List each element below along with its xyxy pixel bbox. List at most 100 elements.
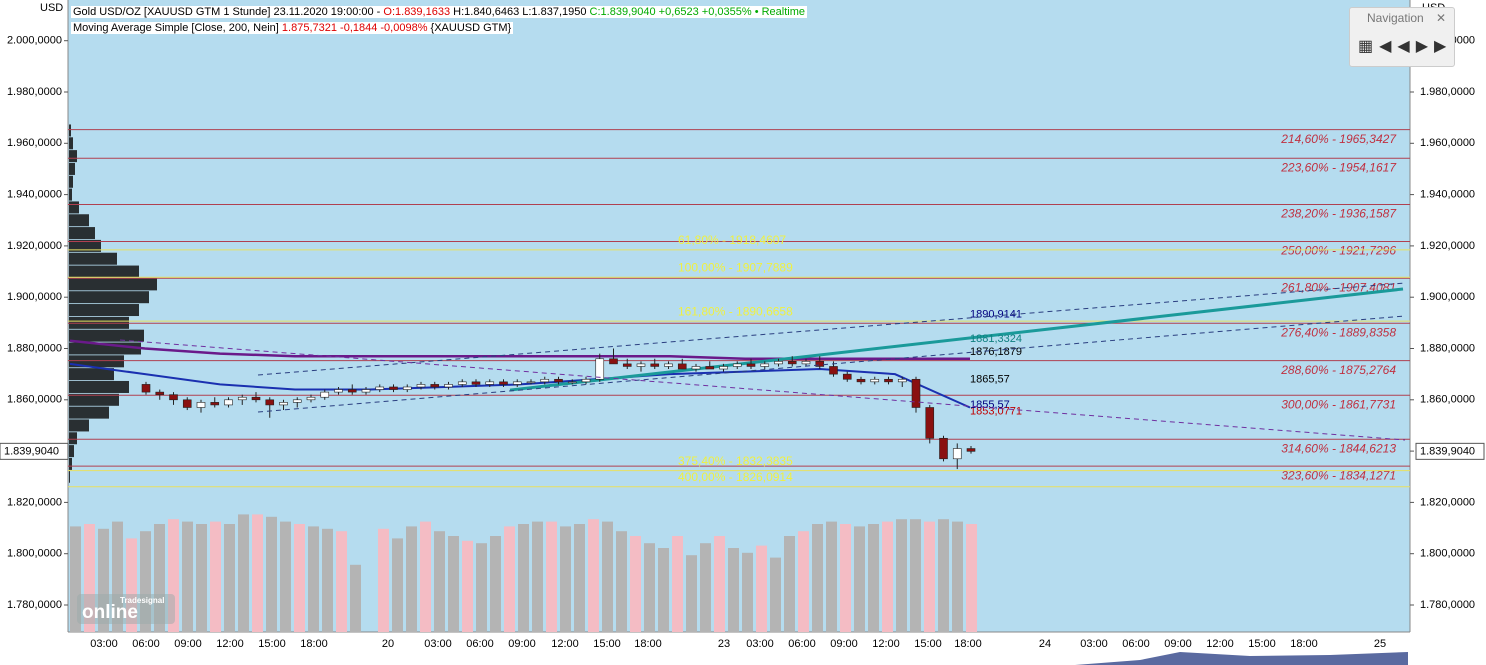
x-tick-label: 23 bbox=[718, 638, 730, 650]
header-realtime: • Realtime bbox=[754, 6, 806, 18]
logo-text: online bbox=[82, 602, 138, 623]
x-tick-label: 12:00 bbox=[1206, 638, 1234, 650]
candle-body bbox=[292, 399, 302, 403]
volume-bar bbox=[630, 536, 641, 632]
candle-body bbox=[636, 363, 646, 367]
indicator-value: 1.875,7321 -0,1844 -0,0098% bbox=[281, 22, 428, 34]
candle-body bbox=[389, 386, 398, 390]
ma-label: 1890,9141 bbox=[970, 308, 1022, 320]
ma-label: 1865,57 bbox=[970, 373, 1010, 385]
candle-body bbox=[787, 361, 797, 365]
channel-line bbox=[257, 282, 1406, 376]
profile-bar bbox=[69, 239, 101, 252]
price-label: 1.839,9040 bbox=[4, 445, 59, 457]
y-tick-label: 1.800,0000 bbox=[7, 548, 62, 560]
candle-body bbox=[526, 381, 536, 384]
candle-body bbox=[375, 386, 385, 390]
y-tick-label: 1.780,0000 bbox=[1420, 599, 1475, 611]
volume-bar bbox=[238, 514, 249, 632]
y-tick-label: 1.920,0000 bbox=[1420, 240, 1475, 252]
volume-bar bbox=[896, 519, 907, 632]
volume-bar bbox=[336, 531, 347, 632]
volume-bar bbox=[168, 519, 179, 632]
logo-small: Tradesignal bbox=[120, 596, 164, 605]
volume-bar bbox=[434, 531, 445, 632]
x-tick-label: 24 bbox=[1039, 638, 1051, 650]
volume-bar bbox=[70, 526, 81, 632]
x-tick-label: 09:00 bbox=[1164, 638, 1192, 650]
fib-label: 250,00% - 1921,7296 bbox=[1280, 244, 1396, 258]
volume-bar bbox=[406, 526, 417, 632]
profile-bar bbox=[69, 175, 73, 188]
y-tick-label: 1.860,0000 bbox=[7, 394, 62, 406]
profile-bar bbox=[69, 368, 114, 381]
volume-bar bbox=[532, 521, 543, 632]
x-tick-label: 06:00 bbox=[466, 638, 494, 650]
volume-bar bbox=[644, 543, 655, 632]
volume-bar bbox=[280, 521, 291, 632]
x-tick-label: 03:00 bbox=[90, 638, 118, 650]
nav-buttons[interactable]: ▦◀◀▶▶ bbox=[1358, 38, 1453, 55]
candle-body bbox=[705, 366, 715, 370]
header-close: C:1.839,9040 +0,6523 +0,0355% bbox=[589, 6, 752, 18]
candle-body bbox=[801, 361, 811, 365]
volume-bar bbox=[154, 524, 165, 632]
volume-bar bbox=[224, 524, 235, 632]
candle-body bbox=[870, 378, 880, 383]
candle-body bbox=[237, 396, 247, 401]
volume-bar bbox=[112, 521, 123, 632]
overview-scroller[interactable] bbox=[1075, 652, 1408, 665]
profile-bar bbox=[69, 329, 144, 342]
volume-bar bbox=[742, 552, 753, 632]
profile-bar bbox=[69, 457, 72, 470]
volume-bar bbox=[924, 521, 935, 632]
x-tick-label: 18:00 bbox=[300, 638, 328, 650]
y-tick-label: 1.780,0000 bbox=[7, 599, 62, 611]
volume-bar bbox=[840, 524, 851, 632]
indicator-line: Moving Average Simple [Close, 200, Nein]… bbox=[71, 22, 514, 34]
x-tick-label: 18:00 bbox=[634, 638, 662, 650]
y-tick-label: 1.980,0000 bbox=[1420, 86, 1475, 98]
profile-bar bbox=[69, 201, 79, 214]
candle-body bbox=[925, 407, 935, 439]
volume-bar bbox=[322, 528, 333, 632]
volume-bar bbox=[938, 519, 949, 632]
x-tick-label: 25 bbox=[1374, 638, 1386, 650]
volume-bar bbox=[294, 524, 305, 632]
volume-bar bbox=[770, 557, 781, 632]
volume-bar bbox=[182, 521, 193, 632]
profile-bar bbox=[69, 188, 72, 201]
candle-body bbox=[884, 378, 893, 383]
volume-bar bbox=[868, 524, 879, 632]
header-open: O:1.839,1633 bbox=[383, 6, 451, 18]
y-tick-label: 1.940,0000 bbox=[7, 189, 62, 201]
x-tick-label: 18:00 bbox=[1290, 638, 1318, 650]
fib-label: 276,40% - 1889,8358 bbox=[1280, 325, 1396, 339]
profile-bar bbox=[69, 265, 139, 278]
logo: Tradesignal online bbox=[77, 594, 175, 624]
volume-bar bbox=[910, 519, 921, 632]
close-button[interactable]: ✕ bbox=[1435, 11, 1446, 25]
volume-bar bbox=[308, 526, 319, 632]
profile-bar bbox=[69, 227, 95, 240]
y-tick-label: 1.820,0000 bbox=[7, 496, 62, 508]
volume-bar bbox=[126, 538, 137, 632]
trendline bbox=[509, 287, 1404, 392]
x-tick-label: 12:00 bbox=[872, 638, 900, 650]
fib-label: 314,60% - 1844,6213 bbox=[1281, 441, 1396, 455]
candle-body bbox=[279, 402, 288, 406]
y-tick-label: 2.000,0000 bbox=[7, 35, 62, 47]
volume-bar bbox=[574, 524, 585, 632]
navigation-title: Navigation bbox=[1367, 11, 1424, 25]
fib-label: 161,80% - 1890,6658 bbox=[678, 304, 793, 318]
candle-body bbox=[361, 389, 371, 393]
x-tick-label: 06:00 bbox=[788, 638, 816, 650]
profile-bar bbox=[69, 124, 71, 137]
profile-bar bbox=[69, 445, 74, 458]
candle-body bbox=[897, 378, 907, 383]
candle-body bbox=[334, 389, 343, 393]
volume-bar bbox=[756, 545, 767, 632]
header-line: Gold USD/OZ [XAUUSD GTM 1 Stunde] 23.11.… bbox=[71, 6, 808, 18]
unit-label: USD bbox=[40, 2, 63, 14]
volume-bar bbox=[420, 521, 431, 632]
